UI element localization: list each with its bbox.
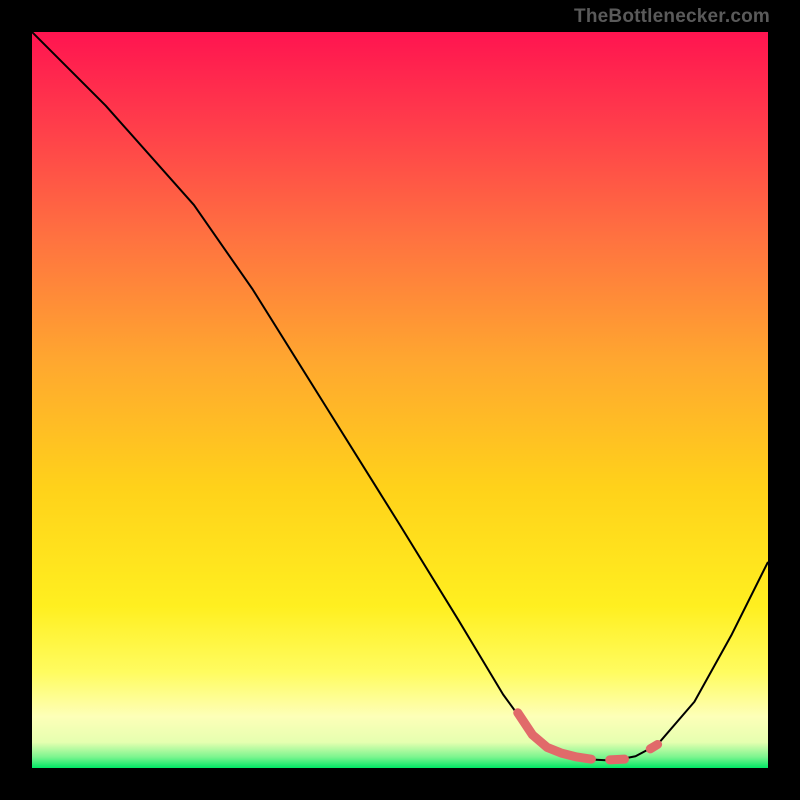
plot-area bbox=[32, 32, 768, 768]
optimal-range-highlight bbox=[610, 759, 625, 760]
optimal-range-highlight bbox=[650, 744, 657, 748]
chart-background bbox=[32, 32, 768, 768]
chart-svg bbox=[32, 32, 768, 768]
attribution-label: TheBottlenecker.com bbox=[574, 6, 770, 28]
